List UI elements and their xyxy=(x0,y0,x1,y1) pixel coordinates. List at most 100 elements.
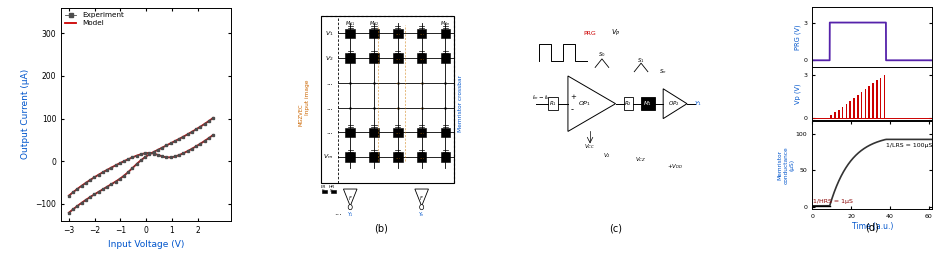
X-axis label: Time (a.u.): Time (a.u.) xyxy=(852,222,893,231)
Bar xyxy=(857,95,858,118)
Text: $S_1$: $S_1$ xyxy=(637,57,645,66)
Text: $+V_{DD}$: $+V_{DD}$ xyxy=(667,162,683,171)
Y-axis label: Memristor
conductance
(μS): Memristor conductance (μS) xyxy=(777,146,794,184)
Bar xyxy=(830,115,832,118)
Text: $V_2$: $V_2$ xyxy=(324,54,333,62)
Text: $OP_2$: $OP_2$ xyxy=(667,99,680,108)
Text: ...: ... xyxy=(419,130,424,135)
Bar xyxy=(393,152,402,162)
Bar xyxy=(393,29,402,38)
Text: $V_{CC}$: $V_{CC}$ xyxy=(585,142,596,151)
Text: ...: ... xyxy=(395,154,400,160)
Text: ...: ... xyxy=(419,31,424,36)
Text: MGZVEC: MGZVEC xyxy=(298,103,304,126)
Bar xyxy=(641,97,654,110)
Bar xyxy=(838,109,839,118)
Text: $V_{CZ}$: $V_{CZ}$ xyxy=(635,155,647,164)
Text: ...: ... xyxy=(395,130,400,135)
Text: ...: ... xyxy=(326,129,333,135)
Text: 1/LRS = 100μS: 1/LRS = 100μS xyxy=(885,143,932,148)
Bar xyxy=(441,29,450,38)
Text: $M_{12}$: $M_{12}$ xyxy=(368,19,379,28)
Text: 1/HRS = 1μS: 1/HRS = 1μS xyxy=(813,199,853,204)
Text: $R_1$: $R_1$ xyxy=(549,99,556,108)
Bar xyxy=(880,78,882,118)
Text: $Y_1$: $Y_1$ xyxy=(347,210,353,219)
Bar xyxy=(872,83,874,118)
Bar xyxy=(331,190,336,193)
Bar xyxy=(417,127,427,137)
Text: $OP_1$: $OP_1$ xyxy=(578,99,591,108)
Y-axis label: Output Current (μA): Output Current (μA) xyxy=(21,69,30,160)
Text: $F$: $F$ xyxy=(419,194,424,201)
Text: $F$: $F$ xyxy=(348,194,352,201)
Bar xyxy=(346,29,355,38)
Polygon shape xyxy=(568,76,616,131)
Text: $M_{11}$: $M_{11}$ xyxy=(345,19,355,28)
Text: $S_n$: $S_n$ xyxy=(659,67,667,76)
Bar xyxy=(322,190,327,193)
Bar xyxy=(417,152,427,162)
Text: ...: ... xyxy=(419,56,424,61)
Text: (d): (d) xyxy=(866,222,879,232)
Bar xyxy=(884,75,885,118)
Bar xyxy=(869,86,870,118)
Text: $V_m$: $V_m$ xyxy=(323,153,333,161)
Circle shape xyxy=(419,205,424,210)
X-axis label: Input Voltage (V): Input Voltage (V) xyxy=(108,241,184,250)
Legend: Experiment, Model: Experiment, Model xyxy=(65,11,125,27)
Bar xyxy=(369,127,379,137)
Bar xyxy=(369,53,379,63)
Bar xyxy=(369,29,379,38)
Polygon shape xyxy=(415,189,429,206)
Bar xyxy=(417,29,427,38)
Text: ...: ... xyxy=(395,31,400,36)
Text: PRG: PRG xyxy=(584,31,596,36)
Text: $Y_1$: $Y_1$ xyxy=(694,99,702,108)
Text: LR
S: LR S xyxy=(321,185,325,193)
Text: (c): (c) xyxy=(609,223,622,233)
Text: ...: ... xyxy=(419,80,424,85)
Circle shape xyxy=(348,205,352,210)
Text: +: + xyxy=(571,94,576,100)
Text: ...: ... xyxy=(326,80,333,86)
Y-axis label: PRG (V): PRG (V) xyxy=(794,24,801,50)
Text: ...: ... xyxy=(419,105,424,110)
Y-axis label: Vp (V): Vp (V) xyxy=(794,84,801,104)
Bar xyxy=(861,92,862,118)
Text: ...: ... xyxy=(395,105,400,110)
Bar xyxy=(624,97,633,110)
Text: $M_1$: $M_1$ xyxy=(644,99,652,108)
Bar xyxy=(846,104,847,118)
Bar xyxy=(346,53,355,63)
Text: HR
S: HR S xyxy=(328,185,335,193)
Text: -: - xyxy=(571,106,573,115)
Bar xyxy=(369,152,379,162)
Bar xyxy=(441,53,450,63)
Text: $V_P$: $V_P$ xyxy=(611,28,620,38)
Bar xyxy=(346,127,355,137)
Bar xyxy=(441,127,450,137)
Text: $Y_n$: $Y_n$ xyxy=(418,210,425,219)
Text: ...: ... xyxy=(419,154,424,160)
Text: $V_2$: $V_2$ xyxy=(603,151,611,160)
Text: (b): (b) xyxy=(374,223,388,233)
Bar xyxy=(850,101,851,118)
Bar xyxy=(547,97,557,110)
Text: $R_2$: $R_2$ xyxy=(624,99,633,108)
Bar xyxy=(441,152,450,162)
Bar xyxy=(834,113,836,118)
Text: Memristor crossbar: Memristor crossbar xyxy=(459,75,463,132)
Text: ...: ... xyxy=(326,105,333,111)
Bar xyxy=(876,80,878,118)
Text: $I_{in}-I_b$: $I_{in}-I_b$ xyxy=(532,93,550,102)
Text: $V_1$: $V_1$ xyxy=(324,29,333,38)
Bar xyxy=(865,89,867,118)
Bar xyxy=(417,53,427,63)
Text: Input image: Input image xyxy=(306,80,310,115)
Polygon shape xyxy=(664,89,687,119)
Bar xyxy=(393,53,402,63)
Text: ...: ... xyxy=(395,56,400,61)
Text: ...: ... xyxy=(395,80,400,85)
Text: $S_0$: $S_0$ xyxy=(598,50,605,59)
